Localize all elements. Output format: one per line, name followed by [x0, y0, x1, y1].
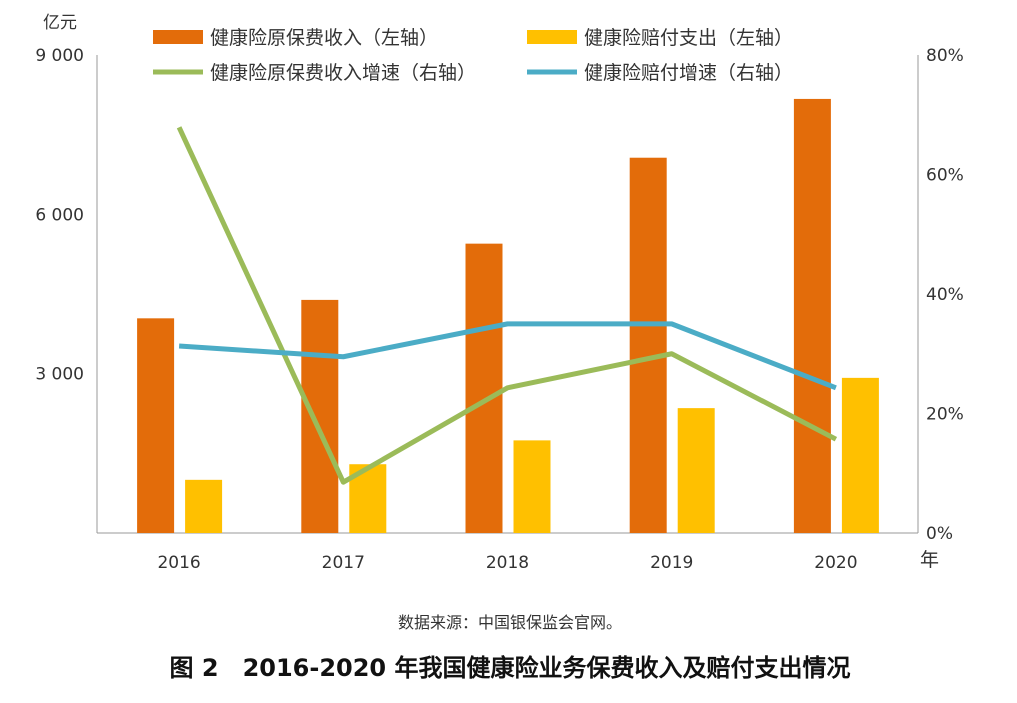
bar-claims	[677, 408, 715, 533]
right-tick-label: 60%	[926, 166, 964, 186]
x-tick-label: 2017	[322, 553, 365, 573]
right-tick-label: 20%	[926, 405, 964, 425]
legend-swatch	[153, 30, 203, 44]
x-tick-label: 2020	[814, 553, 857, 573]
bar-premium	[629, 157, 667, 533]
x-tick-label: 2019	[650, 553, 693, 573]
left-tick-label: 6 000	[35, 205, 84, 225]
x-tick-label: 2016	[157, 553, 200, 573]
legend-label: 健康险赔付增速（右轴）	[584, 62, 793, 84]
left-tick-label: 9 000	[35, 46, 84, 66]
right-tick-label: 0%	[926, 524, 953, 544]
legend-label: 健康险原保费收入（左轴）	[210, 27, 438, 49]
right-tick-label: 80%	[926, 46, 964, 66]
left-tick-label: 3 000	[35, 365, 84, 385]
line-claims-growth	[178, 321, 837, 391]
x-tick-label: 2018	[486, 553, 529, 573]
bar-premium	[793, 98, 831, 534]
bar-premium	[137, 318, 175, 533]
bar-premium	[301, 299, 339, 533]
line-premium-growth	[176, 126, 838, 485]
source-note: 数据来源：中国银保监会官网。	[398, 613, 622, 632]
bar-claims	[185, 479, 223, 533]
bar-claims	[841, 377, 879, 533]
right-tick-label: 40%	[926, 285, 964, 305]
bar-claims	[513, 440, 551, 533]
left-axis-unit: 亿元	[43, 13, 77, 33]
legend-label: 健康险赔付支出（左轴）	[584, 27, 793, 49]
legend-swatch	[527, 30, 577, 44]
bar-premium	[465, 243, 503, 533]
figure-caption: 图 2 2016-2020 年我国健康险业务保费收入及赔付支出情况	[170, 654, 851, 682]
legend-label: 健康险原保费收入增速（右轴）	[210, 62, 476, 84]
x-axis-unit: 年	[920, 549, 939, 571]
